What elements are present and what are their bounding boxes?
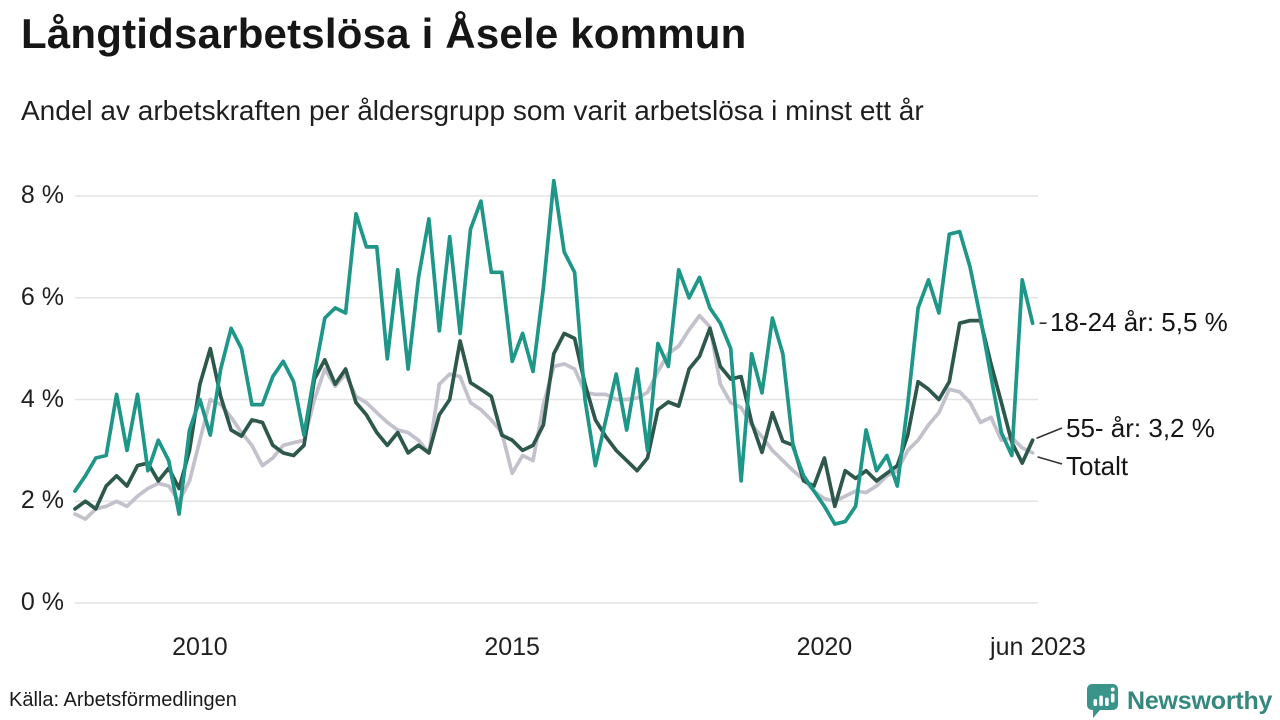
series-end-label-18-24: 18-24 år: 5,5 % bbox=[1050, 307, 1228, 337]
x-tick-label: jun 2023 bbox=[990, 633, 1086, 661]
series-end-label-totalt: Totalt bbox=[1066, 451, 1129, 481]
newsworthy-logo[interactable]: Newsworthy bbox=[1086, 683, 1272, 719]
page-title: Långtidsarbetslösa i Åsele kommun bbox=[21, 10, 747, 57]
newsworthy-logo-icon bbox=[1087, 684, 1118, 718]
chart-subtitle: Andel av arbetskraften per åldersgrupp s… bbox=[21, 95, 924, 126]
x-tick-label: 2010 bbox=[172, 633, 228, 661]
connector-totalt bbox=[1037, 456, 1063, 465]
x-tick-label: 2020 bbox=[796, 633, 853, 661]
y-tick-label: 2 % bbox=[20, 486, 64, 515]
series-path-totalt bbox=[73, 313, 1035, 521]
newsworthy-wordmark: Newsworthy bbox=[1127, 686, 1273, 715]
series-path-18-24-r bbox=[73, 178, 1035, 526]
connector-55 bbox=[1036, 427, 1063, 439]
series-path-55-r bbox=[73, 318, 1035, 511]
y-tick-label: 0 % bbox=[20, 588, 64, 616]
x-tick-label: 2015 bbox=[484, 633, 540, 661]
source-attribution: Källa: Arbetsförmedlingen bbox=[9, 689, 237, 711]
y-tick-label: 8 % bbox=[20, 181, 64, 209]
series-end-label-55: 55- år: 3,2 % bbox=[1066, 413, 1215, 443]
y-tick-label: 6 % bbox=[20, 282, 64, 311]
y-tick-label: 4 % bbox=[20, 384, 64, 413]
